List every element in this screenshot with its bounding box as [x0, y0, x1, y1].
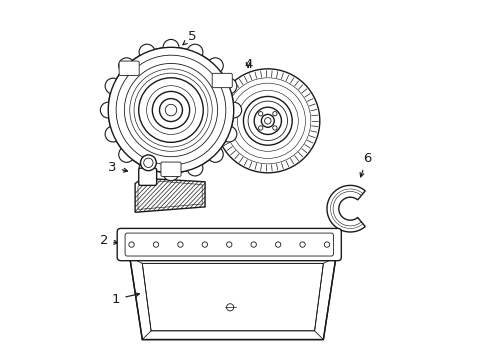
FancyBboxPatch shape [139, 168, 156, 185]
Circle shape [207, 58, 223, 73]
Polygon shape [129, 257, 335, 339]
Circle shape [243, 96, 292, 145]
Circle shape [108, 47, 233, 173]
Circle shape [105, 78, 121, 94]
Circle shape [100, 102, 116, 118]
Circle shape [221, 78, 236, 94]
Circle shape [108, 47, 233, 173]
Circle shape [139, 44, 155, 60]
Circle shape [139, 160, 155, 176]
Polygon shape [135, 178, 204, 212]
Circle shape [119, 58, 134, 73]
Circle shape [254, 107, 281, 134]
FancyBboxPatch shape [212, 73, 232, 87]
Circle shape [105, 126, 121, 142]
Polygon shape [326, 185, 365, 232]
Text: 4: 4 [244, 58, 252, 71]
Circle shape [140, 155, 156, 171]
Text: 1: 1 [112, 293, 139, 306]
Circle shape [221, 126, 236, 142]
Circle shape [187, 160, 203, 176]
Circle shape [215, 69, 319, 173]
Text: 6: 6 [359, 152, 370, 177]
Circle shape [187, 44, 203, 60]
FancyBboxPatch shape [125, 233, 333, 256]
Circle shape [261, 114, 274, 127]
Circle shape [152, 91, 189, 129]
Circle shape [207, 147, 223, 162]
FancyBboxPatch shape [119, 61, 139, 75]
Circle shape [225, 102, 241, 118]
Text: 2: 2 [100, 234, 118, 247]
Text: 3: 3 [108, 161, 127, 174]
FancyBboxPatch shape [161, 162, 181, 176]
Circle shape [159, 99, 182, 122]
FancyBboxPatch shape [117, 228, 341, 261]
Circle shape [163, 40, 179, 55]
Circle shape [119, 147, 134, 162]
Polygon shape [142, 264, 323, 331]
Text: 5: 5 [183, 30, 196, 45]
Circle shape [163, 165, 179, 181]
